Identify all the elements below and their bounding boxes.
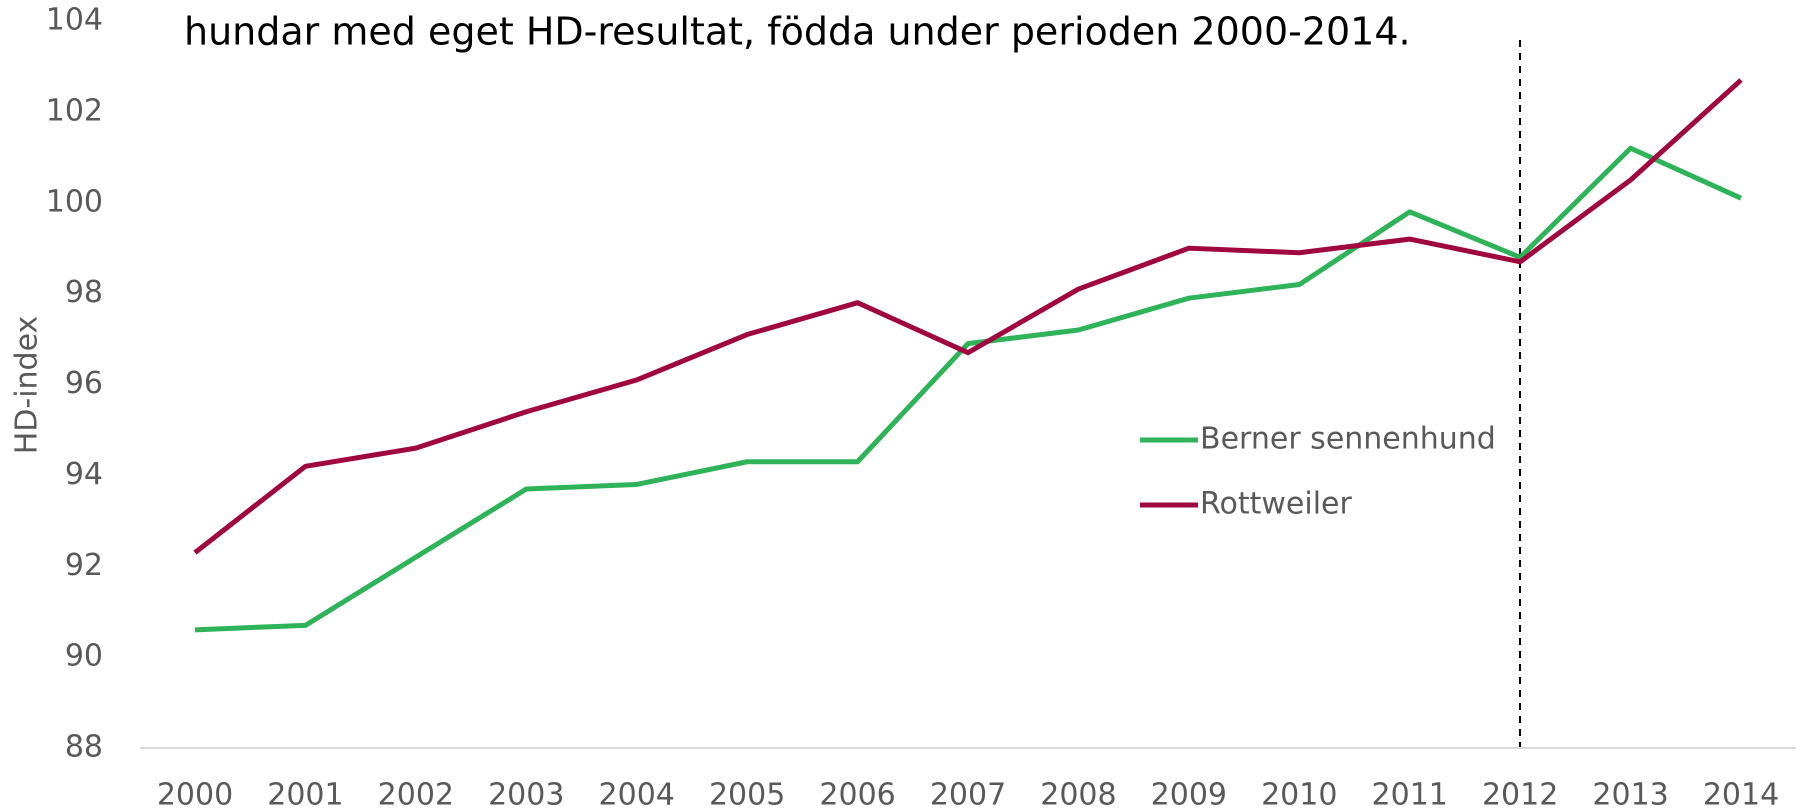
y-tick-label: 94 xyxy=(65,457,103,492)
x-tick-label: 2006 xyxy=(819,778,895,810)
x-tick-label: 2013 xyxy=(1592,778,1668,810)
x-tick-label: 2007 xyxy=(930,778,1006,810)
y-tick-label: 100 xyxy=(46,184,103,219)
x-tick-label: 2003 xyxy=(488,778,564,810)
x-tick-label: 2002 xyxy=(378,778,454,810)
legend-label: Berner sennenhund xyxy=(1200,422,1496,457)
x-tick-label: 2012 xyxy=(1482,778,1558,810)
y-tick-label: 90 xyxy=(65,639,103,674)
x-tick-label: 2000 xyxy=(157,778,233,810)
y-tick-label: 102 xyxy=(46,93,103,128)
legend-label: Rottweiler xyxy=(1200,487,1352,522)
y-axis-label: HD-index xyxy=(10,316,45,455)
y-tick-label: 98 xyxy=(65,275,103,310)
chart-title: hundar med eget HD-resultat, födda under… xyxy=(184,10,1411,54)
y-tick-label: 96 xyxy=(65,366,103,401)
x-tick-label: 2001 xyxy=(267,778,343,810)
x-tick-label: 2009 xyxy=(1151,778,1227,810)
y-tick-label: 88 xyxy=(65,730,103,765)
x-tick-label: 2005 xyxy=(709,778,785,810)
x-tick-label: 2010 xyxy=(1261,778,1337,810)
x-tick-label: 2008 xyxy=(1040,778,1116,810)
series-line xyxy=(193,78,1743,555)
series-line xyxy=(194,145,1743,633)
y-tick-label: 92 xyxy=(65,548,103,583)
y-tick-label: 104 xyxy=(46,3,103,38)
x-tick-label: 2004 xyxy=(599,778,675,810)
x-tick-label: 2014 xyxy=(1703,778,1779,810)
x-tick-label: 2011 xyxy=(1372,778,1448,810)
